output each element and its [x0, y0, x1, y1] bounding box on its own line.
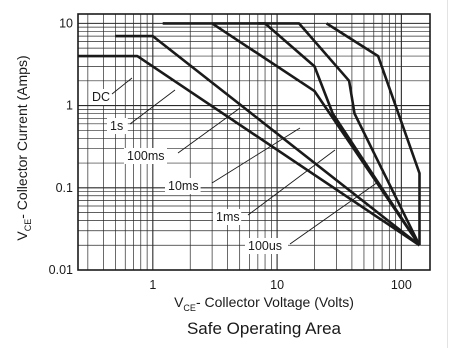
y-axis-label: VCE- Collector Current (Amps)	[14, 55, 33, 240]
y-tick-label: 0.1	[56, 181, 73, 195]
curve-label-10ms: 10ms	[168, 179, 199, 193]
chart-title: Safe Operating Area	[187, 319, 342, 338]
soa-curve-100us	[325, 22, 421, 246]
curve-label-DC: DC	[92, 90, 110, 104]
x-tick-labels: 1 10 100	[149, 278, 411, 292]
soa-curve-1s	[115, 34, 421, 247]
curve-label-1ms: 1ms	[216, 210, 240, 224]
soa-curve-1ms	[257, 22, 421, 246]
series-curves	[78, 22, 421, 247]
leader-line-1s	[129, 89, 176, 125]
y-tick-label: 1	[66, 99, 73, 113]
leader-line-10ms	[211, 127, 301, 184]
curve-label-100us: 100us	[248, 239, 282, 253]
soa-curve-100ms	[162, 22, 421, 247]
label-bg-100ms	[124, 148, 167, 164]
x-axis-label: VCE- Collector Voltage (Volts)	[174, 294, 354, 313]
curve-label-1s: 1s	[110, 119, 123, 133]
x-tick-label: 100	[391, 278, 412, 292]
panel-divider	[447, 0, 448, 348]
y-tick-label: 10	[59, 16, 73, 30]
x-tick-label: 10	[270, 278, 284, 292]
plot-frame	[77, 13, 431, 271]
leader-line-1ms	[247, 149, 336, 216]
soa-curve-10ms	[212, 22, 421, 247]
leader-line-100ms	[177, 107, 241, 154]
soa-curve-DC	[78, 54, 421, 247]
y-tick-label: 0.01	[49, 263, 73, 277]
label-bg-1s	[107, 118, 128, 134]
y-tick-labels: 10 1 0.1 0.01	[49, 16, 73, 277]
label-leaders	[111, 77, 379, 245]
leader-line-DC	[111, 77, 133, 95]
x-tick-label: 1	[149, 278, 156, 292]
curve-labels: DC 1s 100ms 10ms 1ms 100us	[89, 89, 288, 254]
curve-label-100ms: 100ms	[127, 149, 165, 163]
label-bg-DC	[89, 89, 110, 105]
label-bg-100us	[245, 238, 288, 254]
leader-line-100us	[289, 181, 379, 245]
label-bg-1ms	[213, 209, 242, 225]
label-bg-10ms	[165, 178, 201, 194]
